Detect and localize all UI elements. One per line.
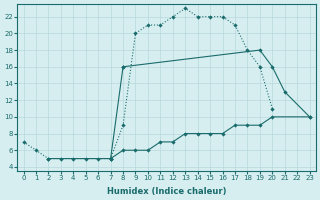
X-axis label: Humidex (Indice chaleur): Humidex (Indice chaleur) <box>107 187 226 196</box>
